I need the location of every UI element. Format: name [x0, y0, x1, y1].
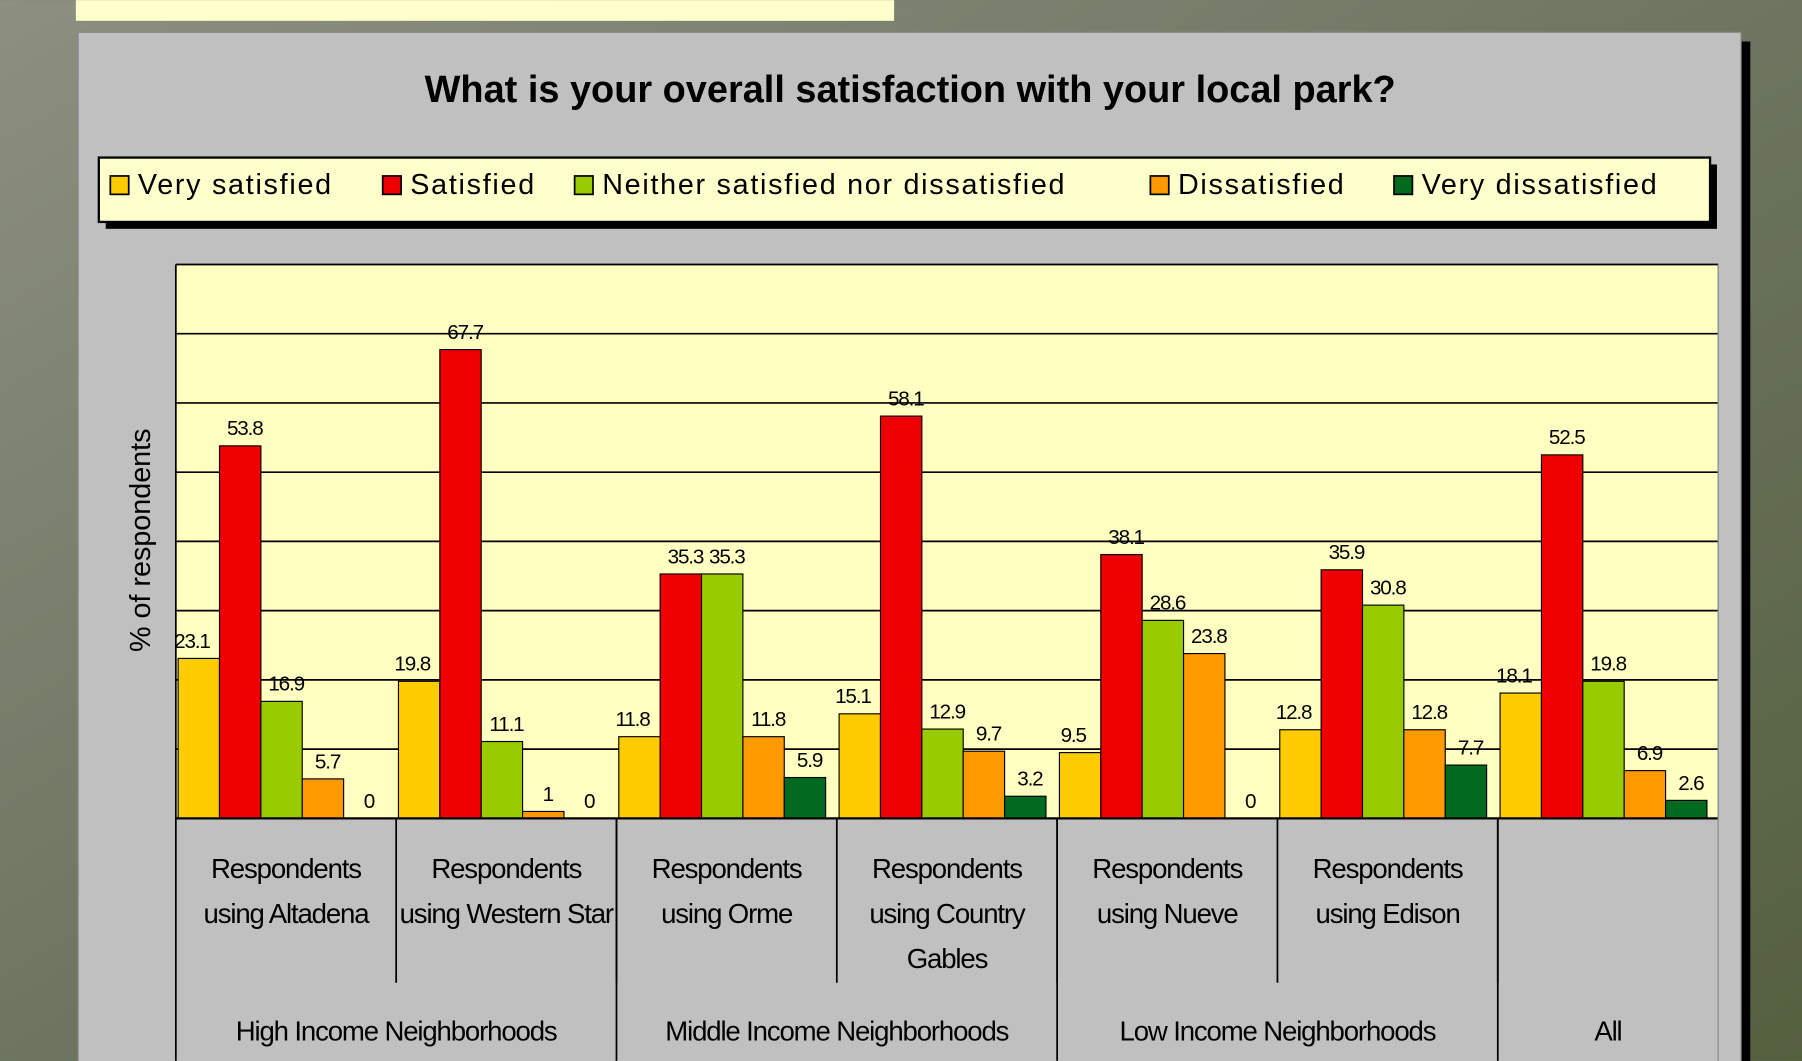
- caption-box: [76, 0, 894, 21]
- x-tick-label: Respondents using Nueve: [1059, 847, 1275, 937]
- bar: [440, 350, 481, 819]
- x-tick-label: Respondents using Country Gables: [839, 847, 1055, 981]
- bar: [1583, 681, 1624, 818]
- bar: [261, 701, 302, 818]
- legend-swatch: [1150, 176, 1168, 194]
- bar: [1541, 455, 1582, 819]
- value-label: 11.8: [616, 708, 651, 731]
- category-label-box: Respondents using Western Star: [398, 847, 614, 985]
- legend-swatch: [575, 176, 593, 194]
- value-label: 12.9: [929, 700, 965, 723]
- bar: [481, 742, 522, 819]
- value-label: 35.9: [1329, 541, 1365, 564]
- value-label: 3.2: [1017, 768, 1043, 791]
- value-label: 0: [1245, 790, 1256, 813]
- category-label-box: Respondents using Nueve: [1059, 847, 1275, 985]
- bar: [1101, 555, 1142, 819]
- value-label: 52.5: [1549, 426, 1585, 449]
- legend-label: Very dissatisfied: [1422, 169, 1659, 201]
- bar: [1404, 730, 1445, 819]
- value-label: 0: [584, 790, 595, 813]
- value-label: 11.8: [751, 708, 786, 731]
- bar: [1059, 753, 1100, 819]
- page: {"chart_data": { "type": "bar", "title":…: [0, 0, 1802, 1061]
- value-label: 19.8: [1590, 653, 1626, 676]
- bar: [702, 574, 743, 818]
- legend-label: Neither satisfied nor dissatisfied: [602, 169, 1066, 201]
- value-label: 35.3: [668, 545, 704, 568]
- bar: [880, 416, 921, 818]
- chart: What is your overall satisfaction with y…: [0, 0, 1802, 1061]
- chart-title: What is your overall satisfaction with y…: [425, 69, 1396, 111]
- category-label-box: Respondents using Country Gables: [839, 847, 1055, 985]
- value-label: 5.7: [315, 750, 341, 773]
- value-label: 0: [364, 790, 375, 813]
- value-label: 53.8: [227, 417, 263, 440]
- category-label-box: [1500, 847, 1716, 985]
- y-axis-label: % of respondents: [125, 429, 157, 653]
- value-label: 23.1: [174, 630, 210, 653]
- bar: [1362, 605, 1403, 818]
- value-label: 12.8: [1411, 701, 1447, 724]
- bar: [619, 737, 660, 819]
- group-label: Low Income Neighborhoods: [1120, 1016, 1436, 1047]
- bar: [1184, 654, 1225, 819]
- x-tick-label: Respondents using Altadena: [178, 847, 394, 937]
- legend-swatch: [383, 176, 401, 194]
- value-label: 67.7: [447, 321, 483, 344]
- category-label-box: Respondents using Edison: [1280, 847, 1496, 985]
- bar: [784, 778, 825, 819]
- value-label: 16.9: [268, 673, 304, 696]
- group-label: All: [1594, 1016, 1621, 1047]
- bar: [963, 751, 1004, 818]
- bar: [1624, 771, 1665, 819]
- x-tick-label: Respondents using Orme: [619, 847, 835, 937]
- bar: [1666, 800, 1707, 818]
- value-label: 19.8: [394, 653, 430, 676]
- legend-label: Dissatisfied: [1178, 169, 1346, 201]
- value-label: 11.1: [489, 713, 524, 736]
- bar: [220, 446, 261, 819]
- bar: [743, 737, 784, 819]
- bar: [1142, 620, 1183, 818]
- value-label: 5.9: [797, 749, 823, 772]
- value-label: 30.8: [1370, 576, 1406, 599]
- value-label: 35.3: [709, 545, 745, 568]
- value-label: 2.6: [1678, 772, 1704, 795]
- group-label: Middle Income Neighborhoods: [665, 1016, 1008, 1047]
- group-label: High Income Neighborhoods: [236, 1016, 557, 1047]
- bar: [1500, 693, 1541, 818]
- value-label: 6.9: [1637, 742, 1663, 765]
- x-tick-label: Respondents using Edison: [1280, 847, 1496, 937]
- bar: [1280, 730, 1321, 819]
- bar: [398, 681, 439, 818]
- value-label: 28.6: [1150, 592, 1186, 615]
- value-label: 9.5: [1061, 724, 1087, 747]
- legend-label: Satisfied: [410, 169, 536, 201]
- category-label-box: Respondents using Orme: [619, 847, 835, 985]
- value-label: 58.1: [888, 387, 924, 410]
- value-label: 23.8: [1191, 625, 1227, 648]
- value-label: 9.7: [976, 723, 1002, 746]
- bar: [1005, 796, 1046, 818]
- value-label: 15.1: [835, 685, 871, 708]
- legend-swatch: [110, 176, 128, 194]
- bar: [178, 658, 219, 818]
- bar: [660, 574, 701, 818]
- bar: [839, 714, 880, 819]
- legend-label: Very satisfied: [138, 169, 333, 201]
- value-label: 7.7: [1458, 736, 1484, 759]
- value-label: 18.1: [1496, 664, 1532, 687]
- bar: [1445, 765, 1486, 818]
- bar: [1321, 570, 1362, 819]
- x-tick-label: Respondents using Western Star: [398, 847, 614, 937]
- category-label-box: Respondents using Altadena: [178, 847, 394, 985]
- bar: [922, 729, 963, 818]
- legend-swatch: [1394, 176, 1412, 194]
- bar: [302, 779, 343, 818]
- value-label: 38.1: [1108, 526, 1144, 549]
- value-label: 1: [543, 783, 554, 806]
- value-label: 12.8: [1276, 701, 1312, 724]
